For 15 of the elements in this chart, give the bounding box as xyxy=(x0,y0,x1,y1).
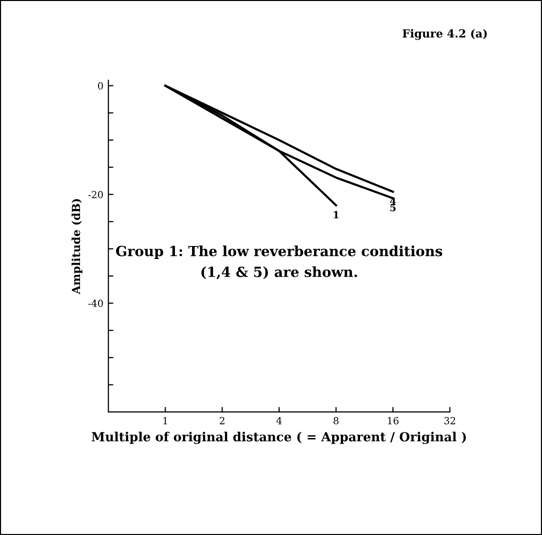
y-axis-title: Amplitude (dB) xyxy=(72,199,82,294)
series-label: 5 xyxy=(390,204,396,212)
series-label: 1 xyxy=(334,211,338,218)
annotation: Group 1: The low reverberance conditions (1,4 & 5) are shown. xyxy=(116,246,442,280)
y-tick-label: -40 xyxy=(88,300,103,308)
y-tick-label: -20 xyxy=(88,190,103,198)
x-axis-title: Multiple of original distance ( = Apparent / Original ) xyxy=(92,432,466,444)
x-tick-label: 1 xyxy=(163,416,168,424)
y-tick-label: 0 xyxy=(98,82,103,90)
x-tick-label: 8 xyxy=(334,416,338,424)
x-tick-label: 16 xyxy=(388,416,399,424)
x-tick-label: 32 xyxy=(444,416,456,424)
chart-title: Figure 4.2 (a) xyxy=(402,29,487,40)
x-tick-label: 4 xyxy=(276,416,282,424)
x-tick-label: 2 xyxy=(220,416,224,424)
